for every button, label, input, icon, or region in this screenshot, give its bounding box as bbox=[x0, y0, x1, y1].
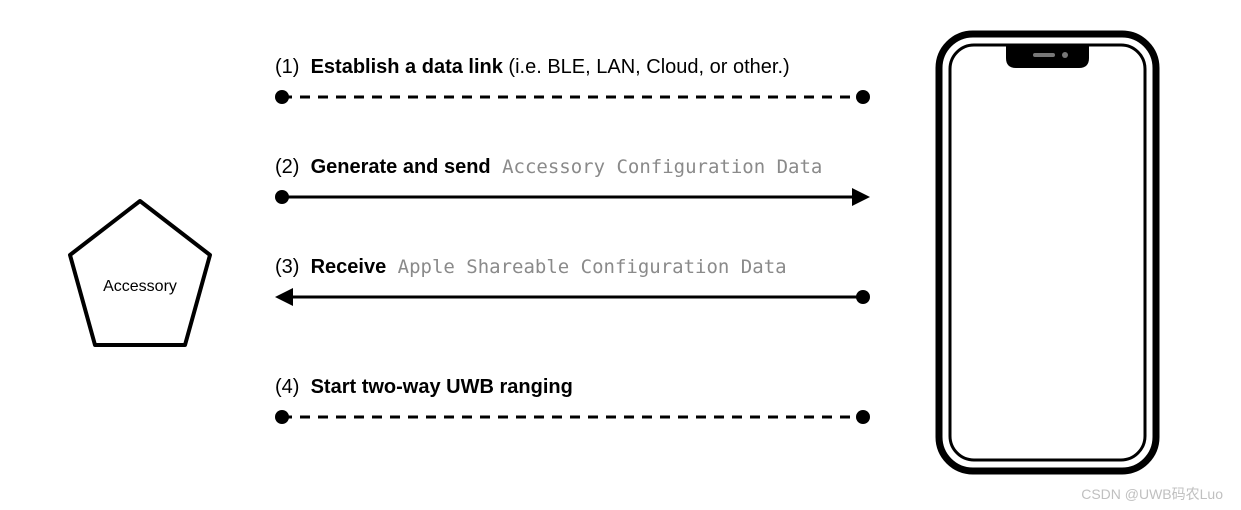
accessory-node: Accessory bbox=[65, 195, 215, 360]
connector-arrow-left bbox=[275, 285, 870, 309]
step-bold-text: Establish a data link bbox=[311, 56, 503, 78]
step-mono-text: Apple Shareable Configuration Data bbox=[386, 256, 786, 278]
connector-wrap bbox=[275, 405, 870, 425]
step-mono-text: Accessory Configuration Data bbox=[491, 156, 823, 178]
step-number: (4) bbox=[275, 376, 299, 398]
step-row: (1) Establish a data link (i.e. BLE, LAN… bbox=[275, 56, 870, 105]
step-label: (1) Establish a data link (i.e. BLE, LAN… bbox=[275, 56, 870, 79]
step-number: (3) bbox=[275, 256, 299, 278]
step-number: (2) bbox=[275, 156, 299, 178]
connector-wrap bbox=[275, 185, 870, 205]
step-row: (3) Receive Apple Shareable Configuratio… bbox=[275, 256, 870, 305]
connector-arrow-right bbox=[275, 185, 870, 209]
step-label: (3) Receive Apple Shareable Configuratio… bbox=[275, 256, 870, 279]
step-bold-text: Generate and send bbox=[311, 156, 491, 178]
step-label: (2) Generate and send Accessory Configur… bbox=[275, 156, 870, 179]
step-number: (1) bbox=[275, 56, 299, 78]
pentagon-icon: Accessory bbox=[65, 195, 215, 355]
connector-wrap bbox=[275, 285, 870, 305]
connector-wrap bbox=[275, 85, 870, 105]
connector-dashed-bidot bbox=[275, 85, 870, 109]
step-row: (4) Start two-way UWB ranging bbox=[275, 376, 870, 425]
step-label: (4) Start two-way UWB ranging bbox=[275, 376, 870, 399]
phone-node bbox=[935, 30, 1160, 480]
step-bold-text: Start two-way UWB ranging bbox=[311, 376, 573, 398]
watermark-text: CSDN @UWB码农Luo bbox=[1081, 484, 1223, 504]
step-plain-text: (i.e. BLE, LAN, Cloud, or other.) bbox=[503, 56, 790, 78]
step-row: (2) Generate and send Accessory Configur… bbox=[275, 156, 870, 205]
step-bold-text: Receive bbox=[311, 256, 387, 278]
accessory-label: Accessory bbox=[103, 278, 177, 295]
phone-icon bbox=[935, 30, 1160, 475]
connector-dashed-bidot bbox=[275, 405, 870, 429]
